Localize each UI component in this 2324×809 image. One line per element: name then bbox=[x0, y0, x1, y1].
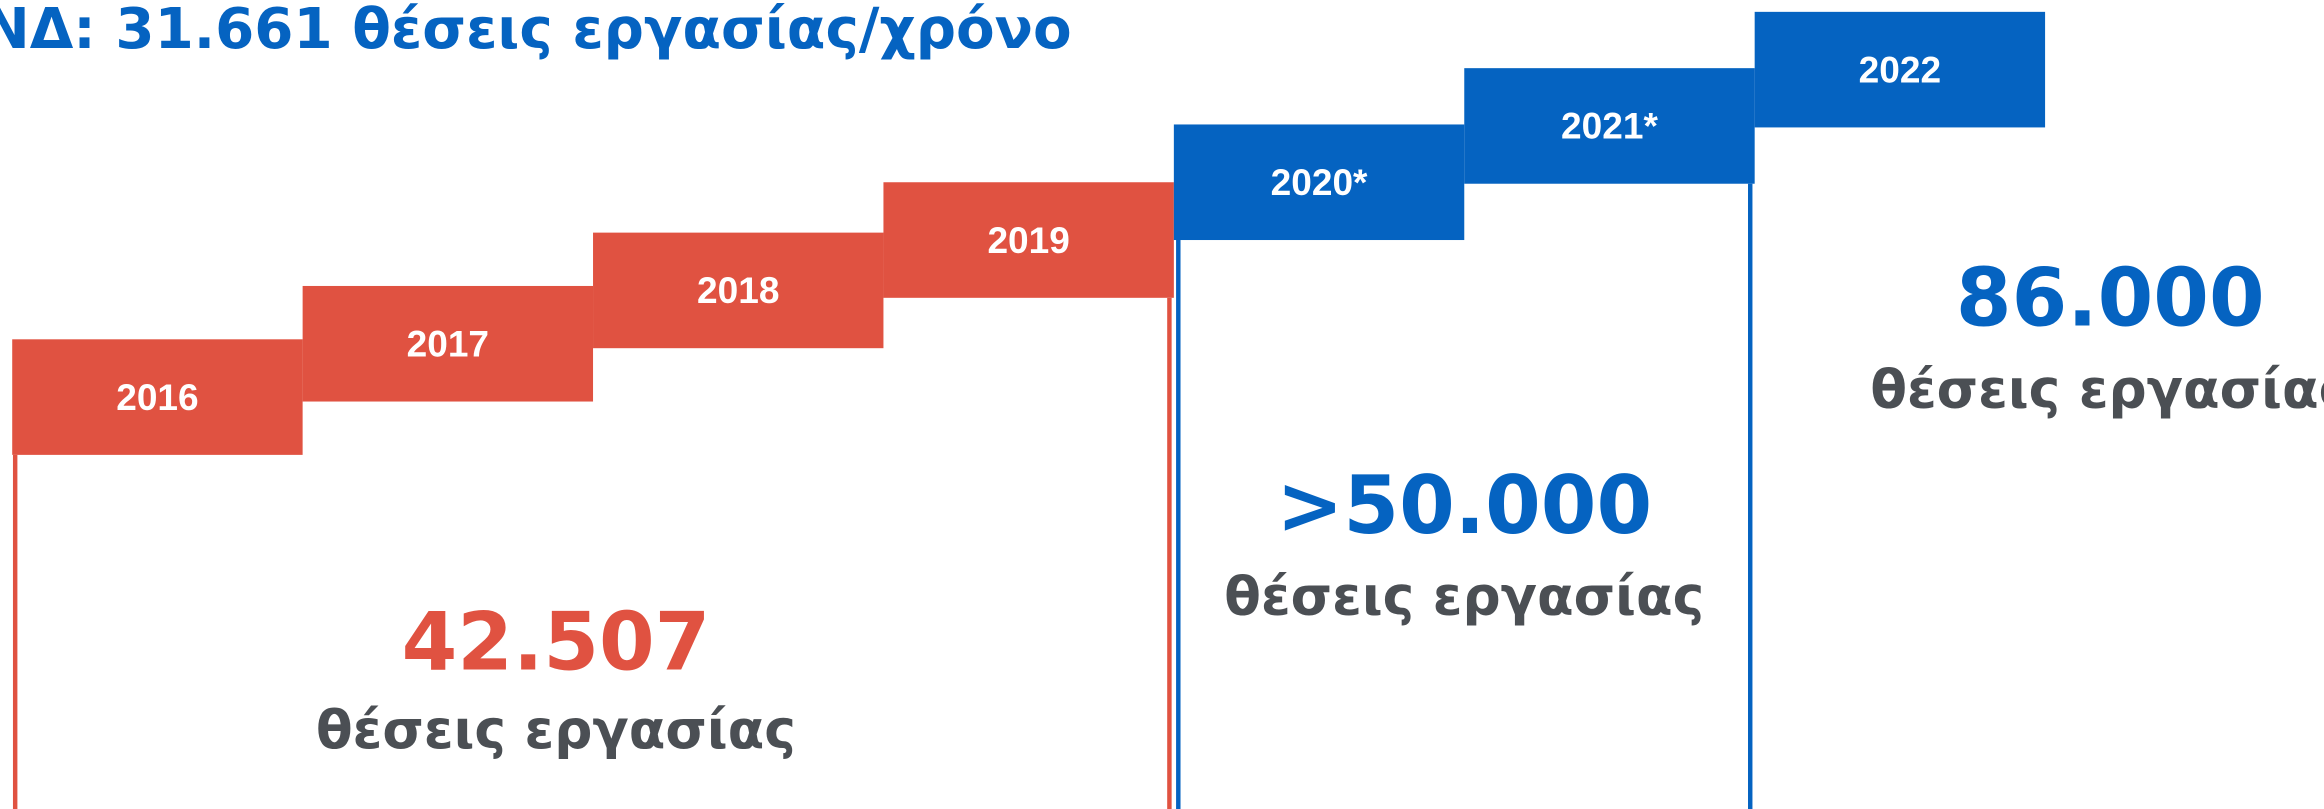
period-value: 86.000 bbox=[1956, 252, 2265, 345]
year-label: 2022 bbox=[1859, 48, 1941, 90]
year-step bbox=[883, 182, 1174, 298]
title: ΝΔ: 31.661 θέσεις εργασίας/χρόνο bbox=[0, 0, 1072, 62]
period-value: 42.507 bbox=[402, 595, 711, 688]
year-step bbox=[12, 339, 303, 455]
year-label: 2018 bbox=[697, 269, 779, 311]
year-label: 2021* bbox=[1561, 105, 1658, 147]
year-label: 2020* bbox=[1271, 161, 1368, 203]
year-label: 2016 bbox=[116, 376, 198, 418]
year-step bbox=[593, 232, 884, 349]
period-label: θέσεις εργασίας bbox=[316, 698, 796, 761]
year-step bbox=[302, 285, 594, 402]
year-step bbox=[1464, 68, 1755, 184]
period-value: >50.000 bbox=[1276, 459, 1652, 552]
year-label: 2019 bbox=[987, 219, 1069, 261]
period-label: θέσεις εργασίας bbox=[1870, 357, 2324, 420]
year-step bbox=[1173, 124, 1465, 241]
period-label: θέσεις εργασίας bbox=[1224, 565, 1704, 628]
year-step bbox=[1754, 11, 2046, 128]
year-label: 2017 bbox=[407, 322, 489, 364]
